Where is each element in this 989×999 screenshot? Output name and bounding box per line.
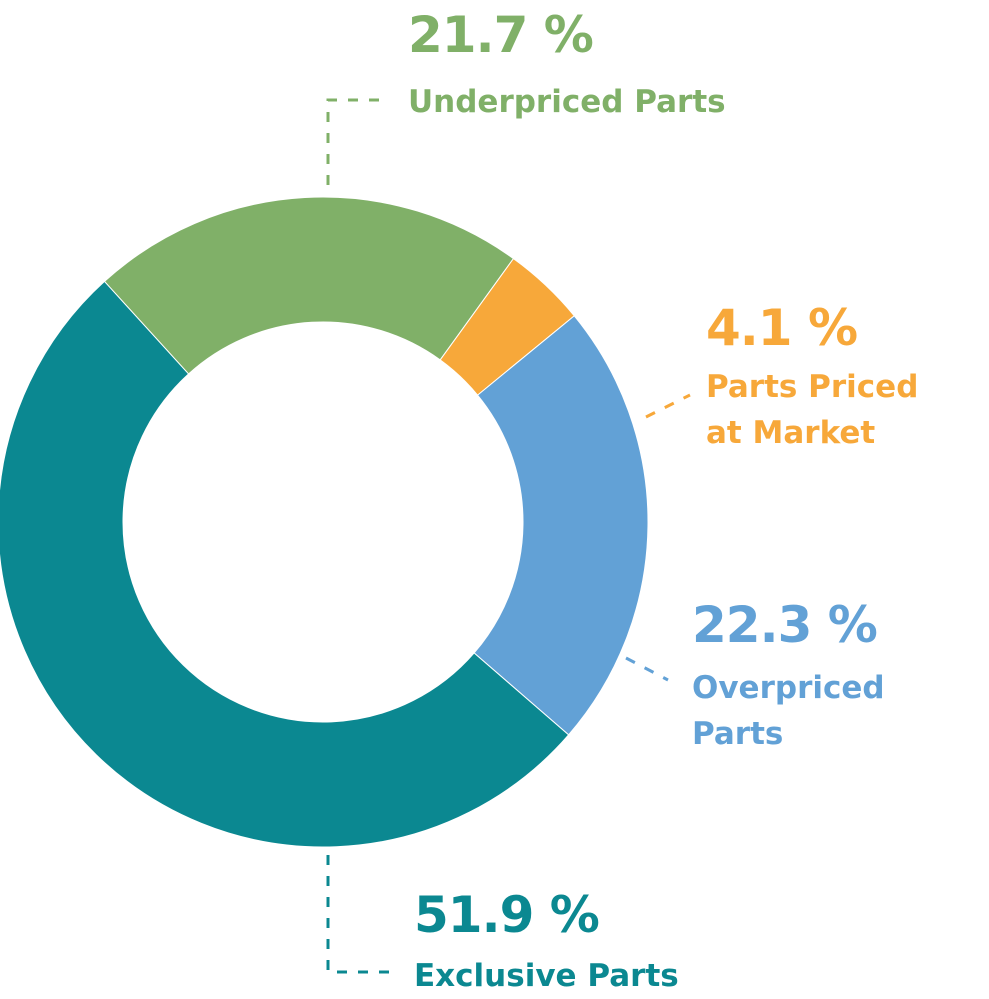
category-label-exclusive: Exclusive Parts (414, 958, 679, 994)
slice-labels: 21.7 % Underpriced Parts 4.1 % Parts Priced… (408, 6, 918, 994)
slice-overpriced (473, 315, 649, 736)
percent-label-exclusive: 51.9 % (414, 886, 599, 944)
percent-label-underpriced: 21.7 % (408, 6, 593, 64)
slice-underpriced (103, 196, 515, 375)
category-label-overpriced-line-2: Parts (692, 716, 783, 752)
category-label-underpriced: Underpriced Parts (408, 84, 726, 120)
leader-line-underpriced (326, 98, 388, 185)
leader-lines (326, 98, 691, 974)
category-label-overpriced-line-1: Overpriced (692, 670, 885, 706)
leader-line-overpriced (625, 656, 669, 682)
category-label-market-line-1: Parts Priced (706, 369, 918, 405)
category-label-market-line-2: at Market (706, 415, 875, 451)
leader-line-market (645, 393, 691, 419)
percent-label-market: 4.1 % (706, 299, 857, 357)
leader-line-exclusive (326, 855, 392, 974)
slice-exclusive (0, 280, 570, 848)
donut-slices (0, 196, 649, 848)
percent-label-overpriced: 22.3 % (692, 596, 877, 654)
